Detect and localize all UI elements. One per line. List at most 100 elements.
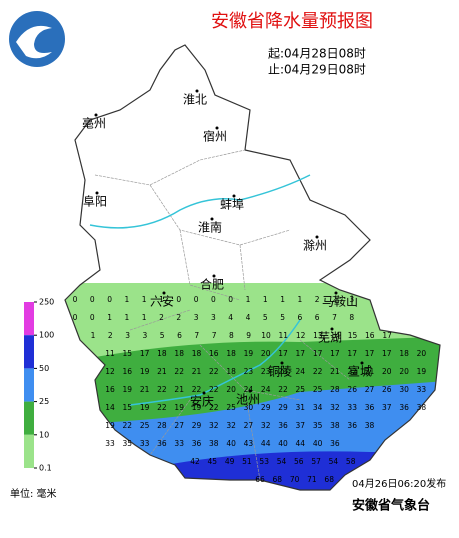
grid-value: 20 — [226, 385, 236, 394]
legend-swatch — [24, 401, 34, 435]
grid-value: 54 — [329, 457, 339, 466]
legend-label: 50 — [39, 364, 49, 373]
city-label: 滁州 — [303, 238, 327, 253]
grid-value: 43 — [244, 439, 254, 448]
city-dot — [360, 361, 364, 365]
grid-value: 22 — [313, 367, 323, 376]
grid-value: 17 — [278, 349, 288, 358]
grid-value: 14 — [105, 403, 115, 412]
grid-value: 0 — [73, 313, 78, 322]
grid-value: 19 — [417, 367, 427, 376]
city-label: 马鞍山 — [322, 294, 358, 309]
grid-value: 18 — [226, 367, 236, 376]
grid-value: 40 — [226, 439, 236, 448]
grid-value: 15 — [123, 403, 133, 412]
grid-value: 22 — [157, 385, 167, 394]
legend-swatch — [24, 335, 34, 369]
city-dot — [162, 291, 166, 295]
grid-value: 6 — [315, 313, 320, 322]
grid-value: 0 — [107, 295, 112, 304]
grid-value: 36 — [365, 403, 375, 412]
grid-value: 30 — [244, 403, 254, 412]
city-dot — [202, 391, 206, 395]
grid-value: 7 — [212, 331, 217, 340]
grid-value: 37 — [296, 421, 306, 430]
grid-value: 22 — [192, 385, 202, 394]
grid-value: 71 — [307, 475, 317, 484]
grid-value: 15 — [348, 331, 358, 340]
grid-value: 33 — [140, 439, 150, 448]
grid-value: 3 — [125, 331, 130, 340]
grid-value: 18 — [226, 349, 236, 358]
publisher: 安徽省气象台 — [352, 498, 430, 514]
grid-value: 16 — [209, 349, 219, 358]
grid-value: 19 — [174, 403, 184, 412]
grid-value: 24 — [296, 367, 306, 376]
grid-value: 16 — [105, 385, 115, 394]
grid-value: 0 — [176, 295, 181, 304]
grid-value: 12 — [105, 367, 115, 376]
city-label: 铜陵 — [268, 364, 292, 379]
grid-value: 13 — [313, 331, 323, 340]
grid-value: 19 — [192, 403, 202, 412]
grid-value: 1 — [159, 295, 164, 304]
grid-value: 68 — [324, 475, 334, 484]
grid-value: 11 — [105, 349, 115, 358]
city-label: 淮北 — [183, 93, 207, 107]
grid-value: 19 — [123, 385, 133, 394]
grid-value: 19 — [140, 403, 150, 412]
legend-swatch — [24, 302, 34, 336]
grid-value: 23 — [244, 367, 254, 376]
grid-value: 49 — [225, 457, 235, 466]
grid-value: 2 — [315, 295, 320, 304]
grid-value: 35 — [123, 439, 133, 448]
grid-value: 33 — [105, 439, 115, 448]
grid-value: 58 — [346, 457, 356, 466]
grid-value: 23 — [278, 367, 288, 376]
legend-swatch — [24, 434, 34, 468]
rivers — [89, 174, 311, 406]
city-dot — [95, 191, 99, 195]
grid-value: 36 — [192, 439, 202, 448]
city-dot — [248, 389, 252, 393]
grid-value: 31 — [296, 403, 306, 412]
grid-value: 57 — [311, 457, 321, 466]
grid-value: 44 — [261, 439, 271, 448]
grid-value: 21 — [140, 385, 150, 394]
grid-value: 14 — [330, 331, 340, 340]
title: 安徽省降水量预报图 — [211, 11, 373, 32]
grid-value: 2 — [176, 313, 181, 322]
issue-time: 04月26日06:20发布 — [352, 477, 446, 490]
grid-value: 23 — [261, 367, 271, 376]
city-label: 宣城 — [348, 364, 372, 379]
grid-value: 33 — [417, 385, 427, 394]
grid-value: 17 — [140, 349, 150, 358]
city-label: 安庆 — [190, 394, 214, 409]
grid-value: 24 — [261, 385, 271, 394]
grid-value: 1 — [298, 295, 303, 304]
grid-value: 17 — [330, 349, 340, 358]
grid-value: 32 — [226, 421, 236, 430]
grid-value: 32 — [330, 403, 340, 412]
grid-value: 20 — [399, 367, 409, 376]
grid-value: 8 — [349, 313, 354, 322]
grid-value: 4 — [246, 313, 251, 322]
grid-value: 17 — [382, 349, 392, 358]
grid-value: 17 — [347, 349, 357, 358]
grid-value: 42 — [190, 457, 200, 466]
grid-value: 68 — [273, 475, 283, 484]
grid-value: 17 — [313, 349, 323, 358]
grid-value: 5 — [280, 313, 285, 322]
grid-value: 9 — [246, 331, 251, 340]
grid-value: 35 — [313, 421, 323, 430]
grid-value: 12 — [296, 331, 306, 340]
city-dot — [232, 194, 236, 198]
grid-value: 18 — [174, 349, 184, 358]
grid-value: 22 — [278, 385, 288, 394]
grid-value: 27 — [365, 385, 375, 394]
grid-value: 38 — [330, 421, 340, 430]
grid-value: 33 — [347, 403, 357, 412]
grid-value: 40 — [313, 439, 323, 448]
grid-value: 21 — [157, 367, 167, 376]
grid-value: 51 — [242, 457, 252, 466]
